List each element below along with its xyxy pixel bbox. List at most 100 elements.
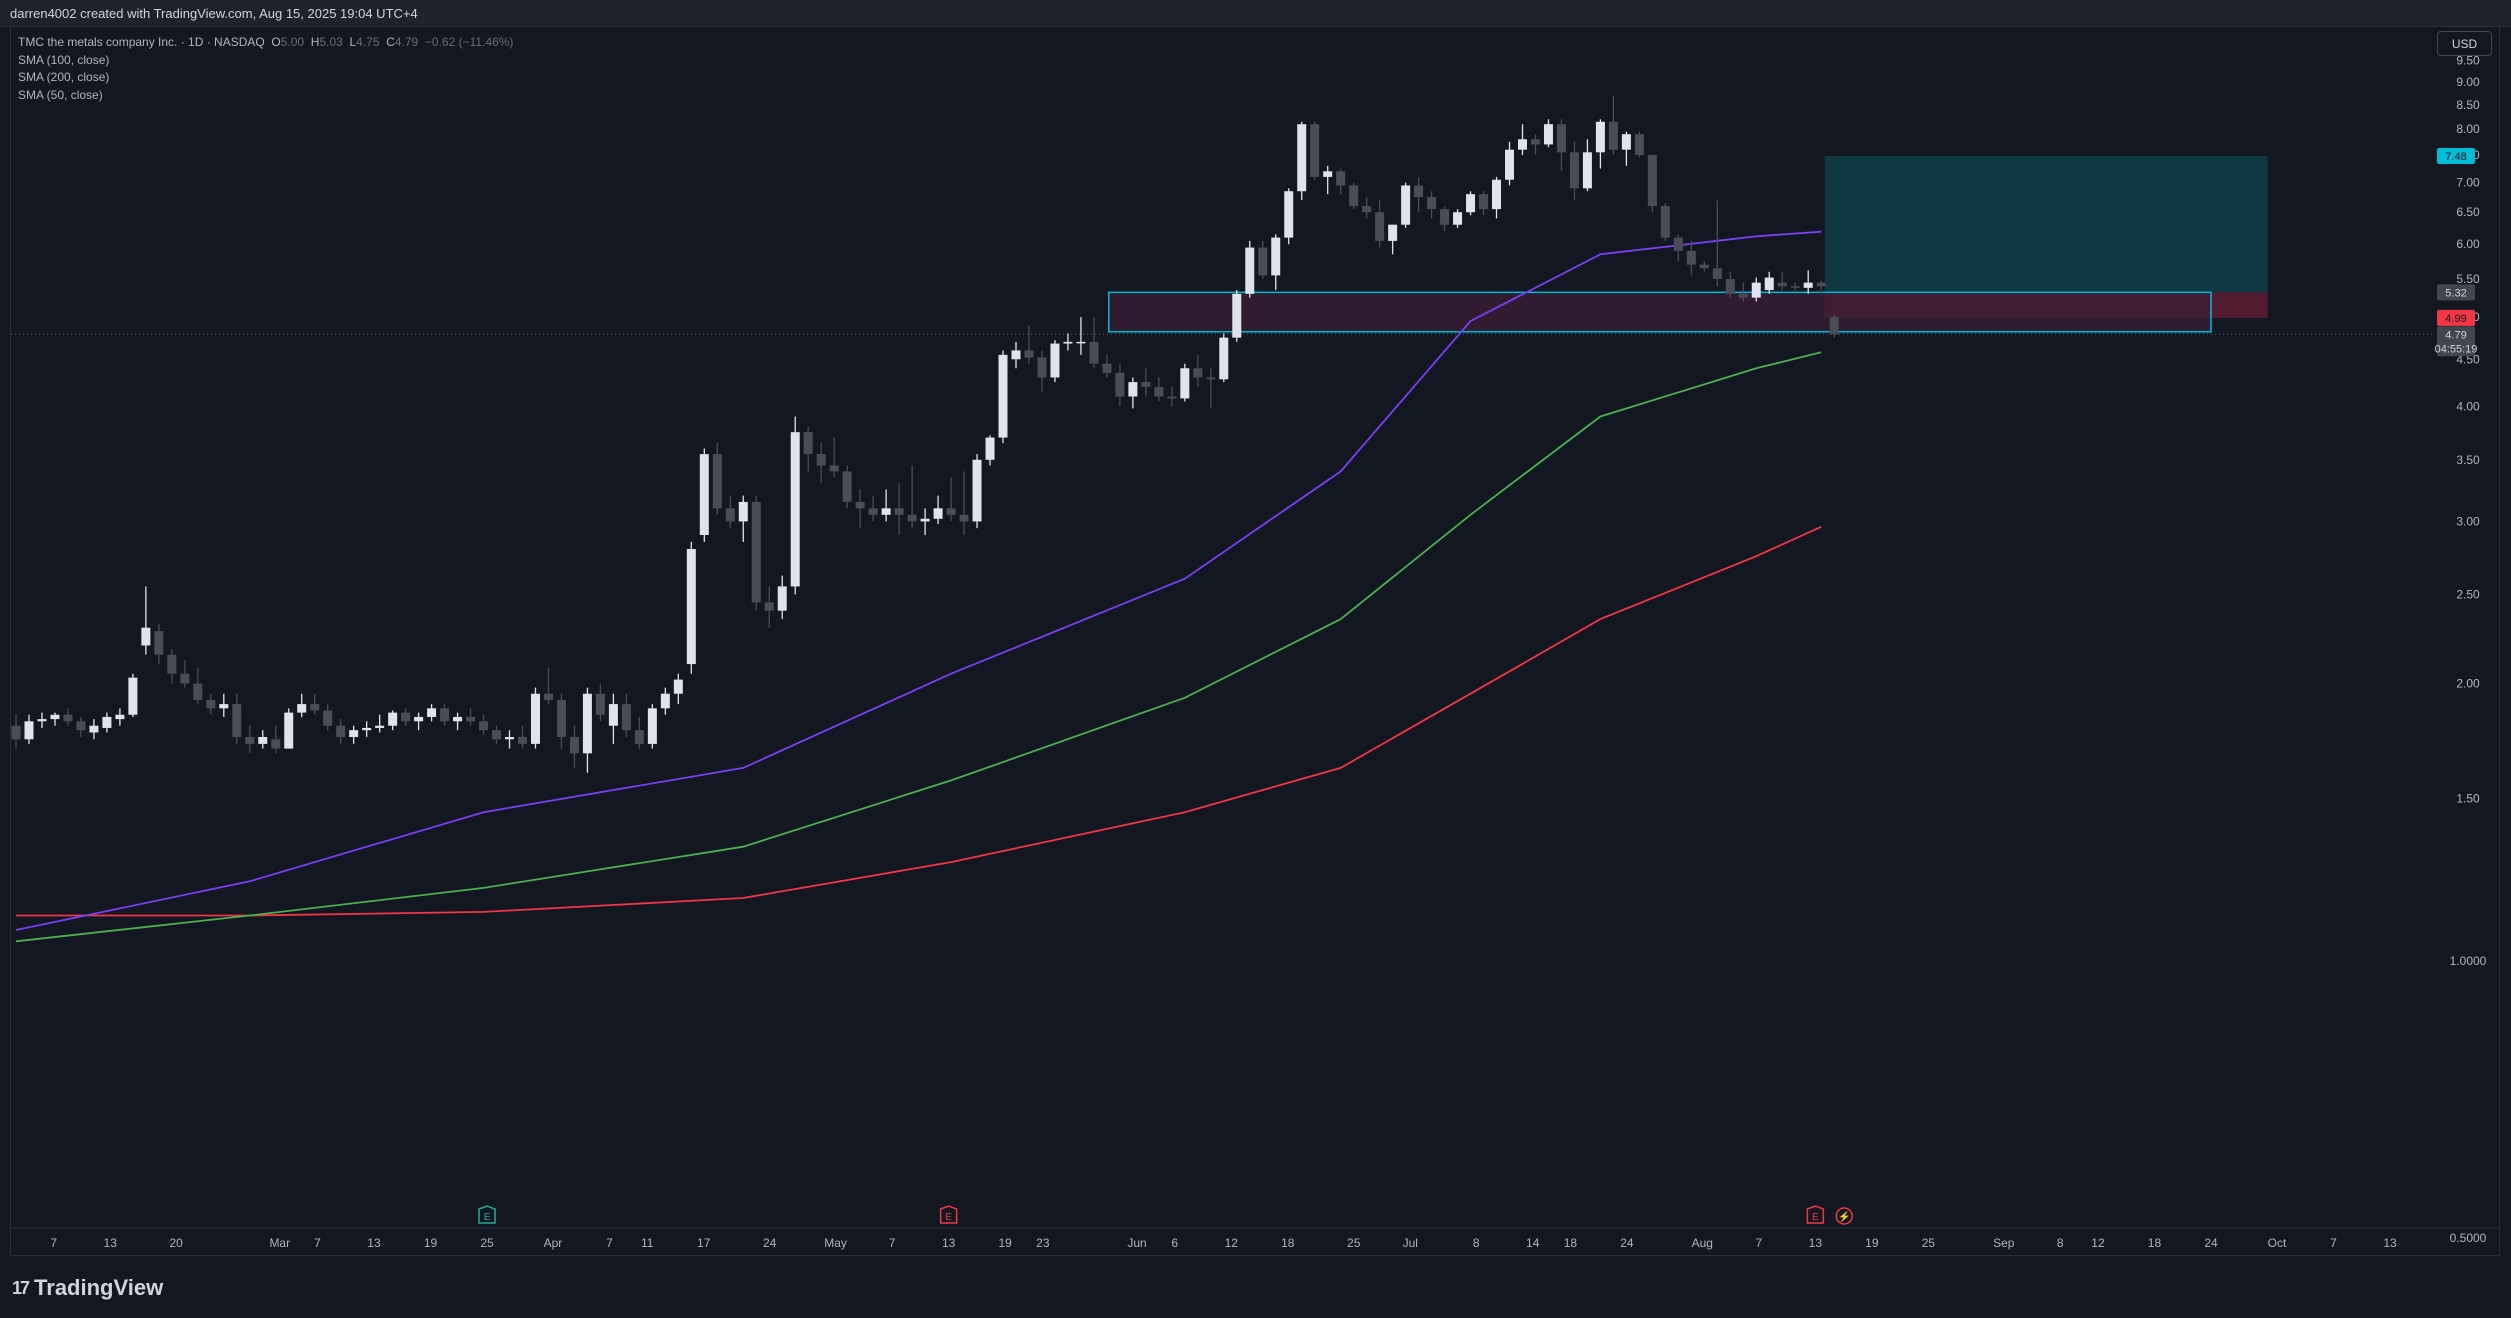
candle	[907, 465, 917, 529]
candle	[543, 667, 553, 705]
brand[interactable]: 17 TradingView	[12, 1275, 163, 1301]
event-symbol: E	[945, 1212, 952, 1223]
candle	[505, 730, 515, 749]
price-tag-entry-bg	[2437, 284, 2475, 301]
candle-body	[1427, 197, 1437, 210]
candle	[1388, 224, 1398, 255]
candle-body	[920, 518, 930, 522]
candle	[1180, 363, 1190, 402]
y-tick-label: 0.5000	[2450, 1231, 2487, 1245]
candle	[167, 649, 177, 684]
candle	[556, 693, 566, 749]
legend-indicator-sma100[interactable]: SMA (100, close)	[18, 52, 110, 67]
candle-body	[1219, 337, 1229, 380]
candle-body	[946, 508, 956, 515]
x-tick-label: 20	[169, 1236, 183, 1250]
candle-body	[1115, 372, 1125, 397]
x-tick-label: 25	[1347, 1236, 1361, 1250]
candle-body	[245, 736, 255, 744]
candle-body	[440, 708, 450, 722]
candle	[1569, 141, 1579, 201]
x-tick-label: 13	[367, 1236, 381, 1250]
x-tick-label: 17	[697, 1236, 711, 1250]
candle	[440, 704, 450, 726]
candle-body	[816, 454, 826, 466]
x-tick-label: 7	[889, 1236, 896, 1250]
candle-body	[141, 627, 151, 646]
earnings-event-icon[interactable]: E	[478, 1205, 496, 1224]
x-tick-label: 13	[942, 1236, 956, 1250]
candle	[1128, 377, 1138, 409]
candle	[479, 714, 489, 735]
price-tag-target: 7.48	[2445, 151, 2466, 163]
earnings-event-icon[interactable]: E	[1806, 1205, 1825, 1224]
legend-change: −0.62 (−11.46%)	[424, 35, 514, 49]
candle	[401, 708, 411, 726]
candle-body	[1816, 282, 1826, 287]
candle	[1232, 290, 1242, 342]
candle-body	[1375, 212, 1385, 241]
candle	[1349, 182, 1359, 210]
candle-body	[1388, 224, 1398, 241]
candle	[1362, 197, 1372, 219]
candle	[362, 721, 372, 737]
candle-body	[1608, 121, 1618, 150]
legend-l-label: L	[349, 35, 357, 49]
candle-body	[336, 725, 346, 737]
legend-l-value: 4.75	[356, 35, 380, 49]
candle-body	[1595, 121, 1605, 153]
price-tag-target-bg	[2437, 148, 2475, 165]
y-tick-label: 2.00	[2456, 677, 2480, 691]
candle-body	[375, 725, 385, 728]
split-event-icon[interactable]: ⚡	[1835, 1207, 1853, 1225]
x-tick-label: 25	[480, 1236, 494, 1250]
earnings-event-icon[interactable]: E	[939, 1205, 958, 1224]
event-symbol: E	[484, 1212, 491, 1223]
candle	[530, 687, 540, 749]
candle	[764, 586, 774, 628]
legend-symbol-row: TMC the metals company Inc. · 1D · NASDA…	[18, 34, 513, 52]
x-tick-label: Jul	[1403, 1236, 1418, 1250]
candle-body	[1453, 212, 1463, 225]
earnings-event-shape	[939, 1205, 958, 1224]
candle	[1492, 176, 1502, 219]
legend-symbol[interactable]: TMC the metals company Inc. · 1D · NASDA…	[18, 35, 265, 49]
legend-indicator-sma50[interactable]: SMA (50, close)	[18, 87, 103, 102]
candle	[1323, 165, 1333, 195]
candle	[517, 725, 527, 749]
x-tick-label: 19	[998, 1236, 1012, 1250]
candle	[738, 495, 748, 542]
candle	[686, 541, 696, 674]
currency-button[interactable]: USD	[2437, 31, 2492, 56]
x-tick-label: 13	[104, 1236, 118, 1250]
candle	[206, 693, 216, 715]
candle	[336, 719, 346, 744]
candle-body	[1466, 194, 1476, 213]
candle	[634, 716, 644, 749]
x-tick-label: Sep	[1993, 1236, 2015, 1250]
candle	[1790, 282, 1800, 291]
x-tick-label: 8	[1473, 1236, 1480, 1250]
legend-indicator-sma200[interactable]: SMA (200, close)	[18, 70, 110, 84]
y-tick-label: 3.00	[2456, 514, 2480, 528]
candle-body	[271, 739, 281, 749]
x-tick-label: 19	[424, 1236, 438, 1250]
candle	[998, 350, 1008, 443]
candle-body	[232, 704, 242, 737]
candle-body	[1323, 171, 1333, 177]
candle	[1089, 317, 1099, 369]
price-tag-last: 4.79	[2445, 329, 2466, 341]
candle	[310, 693, 320, 715]
candle	[673, 673, 683, 705]
candle-body	[297, 704, 307, 713]
candle-body	[933, 508, 943, 519]
candle	[933, 495, 943, 525]
candle-body	[1102, 363, 1112, 373]
candle	[725, 495, 735, 529]
earnings-event-shape	[1806, 1205, 1825, 1224]
candle	[946, 477, 956, 522]
candle-body	[1699, 264, 1709, 269]
candle-body	[453, 716, 463, 722]
candle	[154, 624, 164, 665]
